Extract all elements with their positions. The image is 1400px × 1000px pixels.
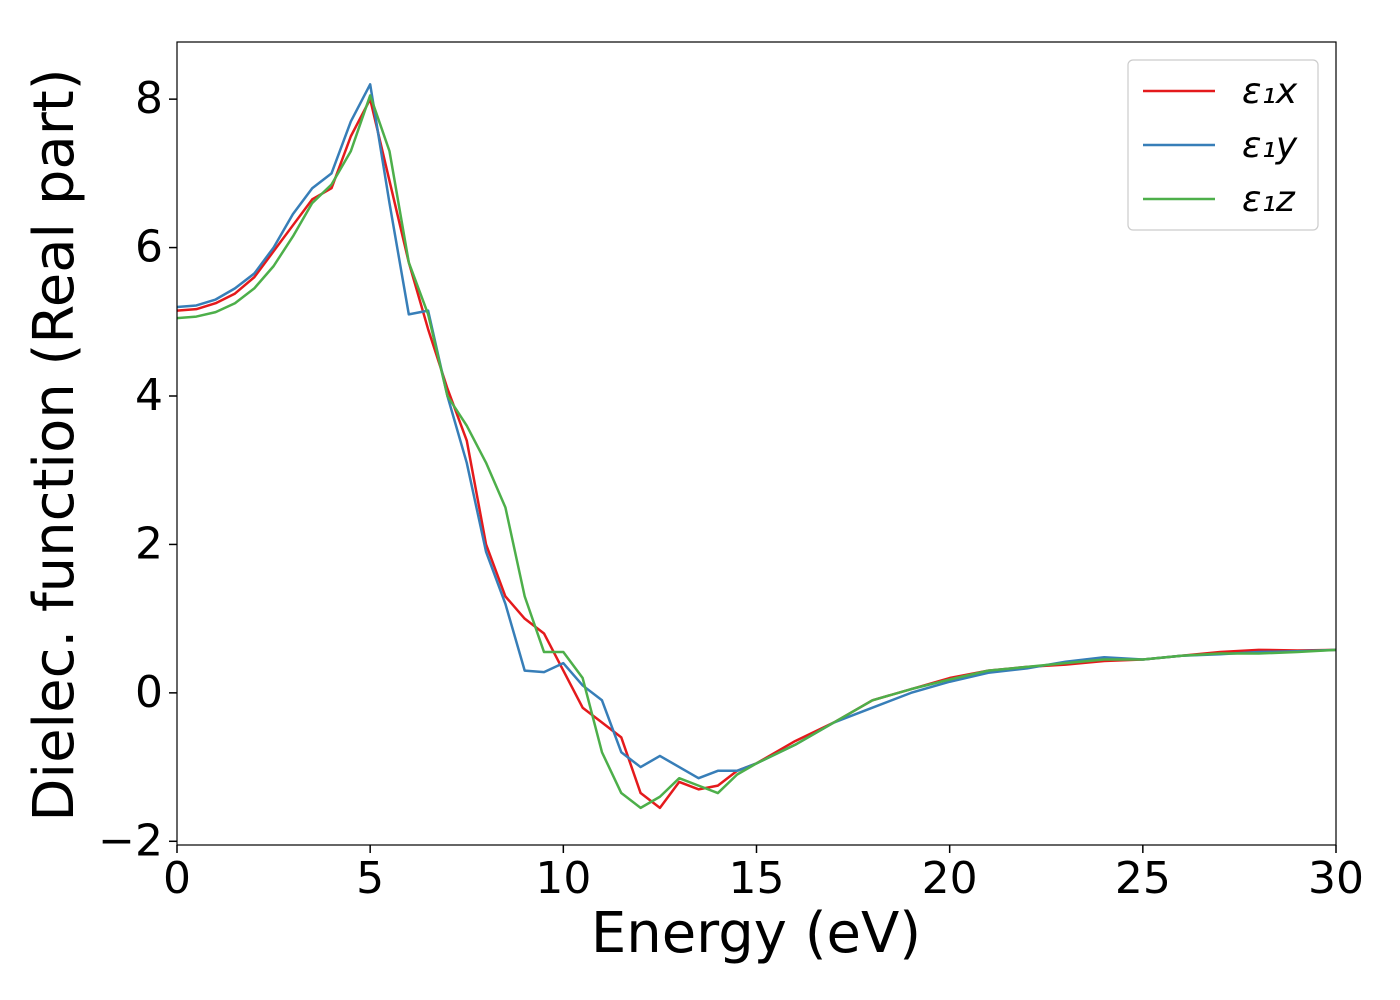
- x-tick-label: 10: [535, 853, 591, 904]
- y-tick-label: 4: [135, 370, 163, 421]
- y-tick-label: −2: [98, 815, 163, 866]
- x-tick-label: 0: [163, 853, 191, 904]
- x-tick-label: 15: [729, 853, 785, 904]
- x-tick-label: 5: [356, 853, 384, 904]
- x-axis-label: Energy (eV): [591, 901, 921, 966]
- y-tick-label: 0: [135, 667, 163, 718]
- x-tick-label: 20: [922, 853, 978, 904]
- legend-label: ε₁x: [1242, 71, 1298, 112]
- y-axis-label: Dielec. function (Real part): [22, 68, 87, 821]
- plot-frame: [176, 41, 1337, 846]
- legend-box: [1127, 59, 1319, 231]
- legend-label: ε₁z: [1242, 179, 1296, 220]
- x-tick-label: 30: [1308, 853, 1364, 904]
- x-tick-label: 25: [1115, 853, 1171, 904]
- y-tick-label: 2: [135, 518, 163, 569]
- y-tick-label: 8: [135, 73, 163, 124]
- legend-label: ε₁y: [1242, 125, 1298, 166]
- data-line: [177, 94, 1336, 810]
- y-tick-label: 6: [135, 222, 163, 273]
